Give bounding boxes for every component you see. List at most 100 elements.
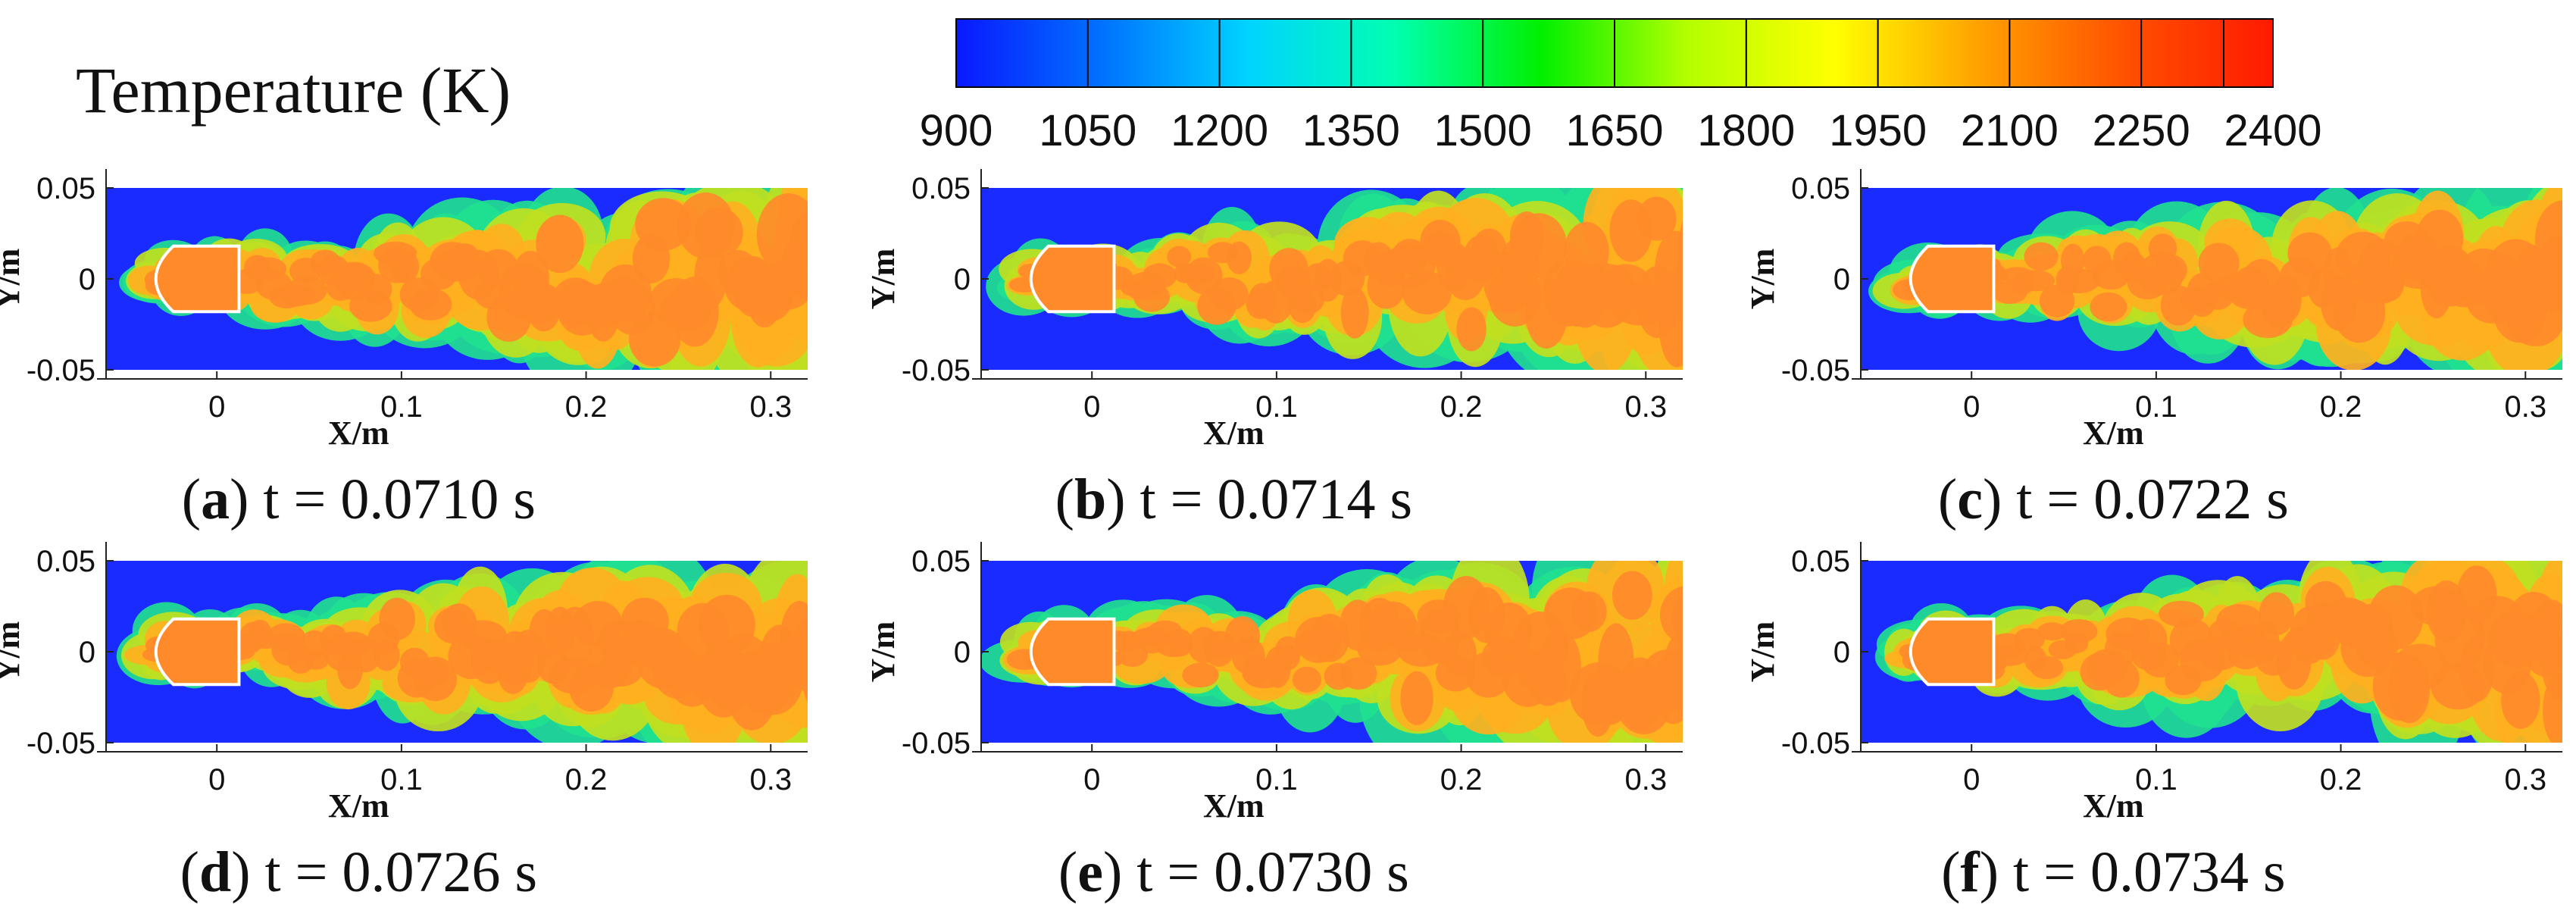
x-tick-label: 0.2 [565,763,608,796]
bluff-body [154,617,241,687]
x-tick-label: 0.1 [2135,390,2177,424]
flame-blob [1167,246,1192,268]
flame-blob [2013,627,2045,651]
x-tick-label: 0.1 [380,390,423,424]
flame-blob [2567,559,2576,606]
y-tick-label: -0.05 [27,354,95,387]
colorbar-tick-label: 1500 [1434,106,1532,155]
flame-blob [1340,286,1369,339]
legend-title: Temperature (K) [76,54,511,127]
flame-blob [804,675,808,703]
y-tick-label: 0.05 [36,545,95,578]
y-tick-label: 0 [954,263,971,296]
flame-blob [2017,270,2055,292]
y-tick-label: 0.05 [1791,172,1850,205]
y-tick-label: 0 [1834,636,1850,669]
y-tick-label: 0.05 [36,172,95,205]
caption-paren-close: ) [1983,468,2016,531]
x-axis-label: X/m [1203,787,1265,825]
panels: 0.050-0.050 0.1 0.2 0.3X/mY/m(a) t = 0.0710… [0,169,2576,904]
flame-blob [1185,257,1223,295]
flame-blob [390,249,420,283]
colorbar-tick-label: 2100 [1961,106,2059,155]
y-tick-label: 0 [954,636,971,669]
flame-blob [2059,618,2098,643]
flame-blob [782,642,808,690]
y-tick-label: 0.05 [1791,545,1850,578]
panel-d: 0.05 0 -0.05 0 0.1 0.2 0.3 X/m Y/m (d) t = 0.0726… [0,542,865,904]
flame-blob [379,597,415,640]
flame-blob [811,278,846,356]
flame-blob [1116,643,1149,668]
panel-time: t = 0.0710 s [263,468,536,531]
flame-blob [362,274,392,305]
y-axis-label: Y/m [1744,621,1781,683]
caption-paren-close: ) [231,840,264,904]
bluff-body [1029,617,1116,687]
flame-blob [695,207,743,258]
flame-blob [1637,196,1677,241]
temperature-field [106,561,865,743]
y-tick-label: 0.05 [911,172,971,205]
flame-blob [814,662,865,712]
x-tick-label: 0.2 [2320,763,2362,796]
flame-blob [2037,622,2068,641]
flame-blob [635,198,692,251]
caption-paren-open: ( [180,840,199,904]
x-tick-label: 0.1 [1255,763,1298,796]
x-tick-label: 0.3 [749,763,792,796]
flame-blob [286,276,327,305]
caption-paren-close: ) [230,468,263,531]
temperature-field [981,188,1683,370]
panel-time: t = 0.0714 s [1140,468,1413,531]
caption-paren-open: ( [182,468,201,531]
flame-blob [1142,263,1177,289]
temperature-field [981,561,1683,743]
panel-f: 0.05 0 -0.05 0 0.1 0.2 0.3 X/m Y/m (f) t = 0.0734… [1744,542,2576,904]
flame-blob [1166,628,1193,657]
x-tick-label: 0.3 [2504,763,2546,796]
flame-blob [1292,666,1322,693]
flame-blob [790,211,808,265]
flame-blob [1612,571,1652,620]
flame-blob [1660,586,1683,644]
y-tick-label: 0 [79,636,95,669]
y-tick-label: -0.05 [902,354,971,387]
flame-blob [1678,221,1683,272]
flame-blob [1340,657,1377,690]
flame-blob [2024,242,2059,271]
panel-time: t = 0.0730 s [1136,840,1409,904]
colorbar-tick-label: 1950 [1829,106,1927,155]
panel-letter: c [1957,468,1983,531]
panel-e: 0.05 0 -0.05 0 0.1 0.2 0.3 X/m Y/m (e) t = 0.0730… [864,542,1683,904]
x-tick-label: 0.2 [1440,390,1483,424]
flame-blob [536,214,584,274]
x-tick-label: 0 [1083,763,1100,796]
panel-time: t = 0.0734 s [2013,840,2286,904]
x-axis-label: X/m [328,787,389,825]
flame-blob [2501,671,2540,729]
panel-letter: f [1960,840,1980,904]
x-tick-label: 0.3 [749,390,792,424]
flame-blob [1538,630,1581,703]
colorbar-tick-label: 1800 [1697,106,1795,155]
panel-b: 0.05 0 -0.05 0 0.1 0.2 0.3 X/m Y/m (b) t = 0.0714… [864,169,1683,531]
y-tick-label: -0.05 [1781,727,1850,760]
panel-c: 0.05 0 -0.05 0 0.1 0.2 0.3 X/m Y/m (c) t = 0.0722… [1744,169,2562,531]
colorbar-tick-label: 2250 [2093,106,2190,155]
panel-letter: a [201,468,230,531]
panel-time: t = 0.0722 s [2016,468,2289,531]
x-tick-label: 0 [1963,763,1980,796]
flame-blob [2534,200,2562,280]
x-tick-label: 0 [1083,390,1100,424]
y-tick-label: 0 [79,263,95,296]
flame-blob [1133,282,1170,312]
flame-blob [628,311,681,367]
colorbar-tick-label: 1350 [1302,106,1400,155]
flame-blob [1182,662,1219,688]
flame-blob [2259,592,2295,636]
bluff-body [154,244,241,314]
panel-time: t = 0.0726 s [265,840,538,904]
flame-blob [2154,254,2187,286]
